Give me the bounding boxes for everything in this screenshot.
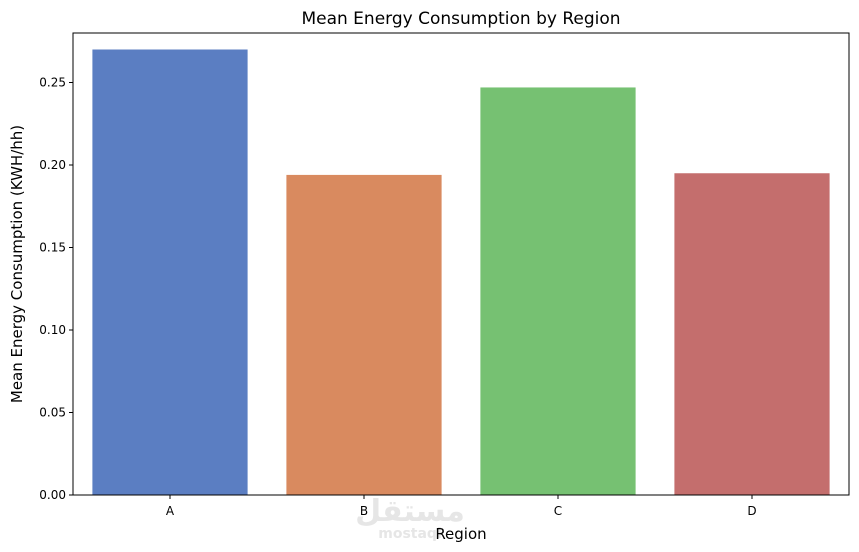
bar-b <box>286 174 442 495</box>
watermark-arabic: مستقل <box>355 494 465 529</box>
y-tick-label: 0.25 <box>39 76 66 90</box>
watermark-latin: mostaql <box>378 526 442 542</box>
y-tick-label: 0.05 <box>39 406 66 420</box>
bars <box>92 49 830 495</box>
watermark: مستقل mostaql <box>355 494 465 542</box>
x-tick-label-b: B <box>360 504 368 518</box>
bar-d <box>674 173 830 495</box>
y-axis: 0.00 0.05 0.10 0.15 0.20 0.25 <box>39 76 73 502</box>
chart-title: Mean Energy Consumption by Region <box>301 9 620 29</box>
x-tick-label-d: D <box>747 504 756 518</box>
y-tick-label: 0.20 <box>39 158 66 172</box>
bar-a <box>92 49 248 495</box>
x-axis: A B C D <box>166 495 757 518</box>
y-axis-label: Mean Energy Consumption (KWH/hh) <box>8 125 26 403</box>
y-tick-label: 0.10 <box>39 323 66 337</box>
x-axis-label: Region <box>435 525 486 543</box>
bar-c <box>480 87 636 495</box>
y-tick-label: 0.15 <box>39 241 66 255</box>
x-tick-label-a: A <box>166 504 175 518</box>
plot-frame <box>72 32 850 496</box>
y-tick-label: 0.00 <box>39 488 66 502</box>
x-tick-label-c: C <box>554 504 562 518</box>
